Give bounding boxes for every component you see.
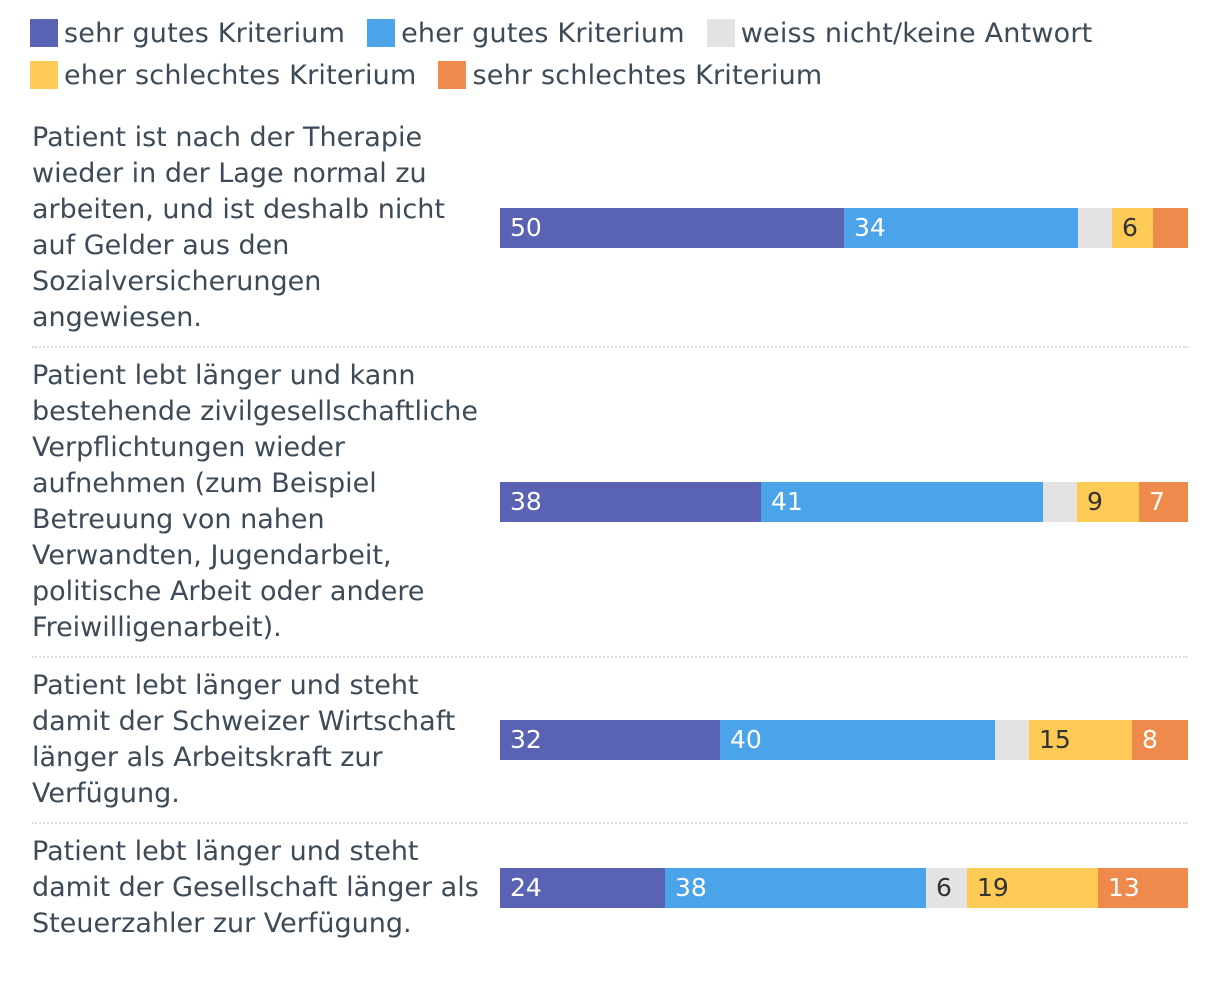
- legend-swatch-sehr-schlecht: [438, 61, 467, 89]
- data-label: 15: [1039, 725, 1071, 754]
- legend-item-weiss-nicht: weiss nicht/keine Antwort: [706, 17, 1093, 49]
- legend-label-eher-gut: eher gutes Kriterium: [401, 17, 685, 49]
- legend-swatch-sehr-gut: [30, 19, 58, 47]
- bar-stack: 32 40 15 8: [500, 720, 1188, 760]
- legend-label-sehr-schlecht: sehr schlechtes Kriterium: [472, 59, 823, 91]
- row-divider: [32, 656, 1188, 658]
- bar-segment: 6: [1112, 208, 1153, 248]
- data-label: 9: [1087, 487, 1103, 516]
- bar-segment: [1043, 482, 1077, 522]
- data-label: 13: [1108, 873, 1140, 902]
- category-label: Patient lebt länger und steht damit der …: [32, 836, 479, 939]
- chart-row: Patient lebt länger und kann bestehende …: [32, 358, 1188, 646]
- data-label: 38: [675, 873, 707, 902]
- bar-stack: 50 34 6: [500, 208, 1188, 248]
- row-divider: [32, 822, 1188, 824]
- legend-label-sehr-gut: sehr gutes Kriterium: [64, 17, 346, 49]
- legend-row-2: eher schlechtes Kriterium sehr schlechte…: [30, 54, 1190, 96]
- bar-segment: 24: [500, 868, 665, 908]
- data-label: 34: [854, 213, 886, 242]
- data-label: 32: [510, 725, 542, 754]
- chart-row: Patient lebt länger und steht damit der …: [32, 834, 1188, 942]
- chart-row: Patient lebt länger und steht damit der …: [32, 668, 1188, 812]
- bar-segment: 41: [761, 482, 1043, 522]
- category-label: Patient ist nach der Therapie wieder in …: [32, 122, 445, 333]
- data-label: 41: [771, 487, 803, 516]
- legend-item-eher-gut: eher gutes Kriterium: [367, 18, 685, 49]
- data-label: 19: [977, 873, 1009, 902]
- data-label: 6: [1122, 213, 1138, 242]
- bar-segment: 38: [500, 482, 761, 522]
- bar-segment: 9: [1077, 482, 1139, 522]
- legend-label-eher-schlecht: eher schlechtes Kriterium: [64, 59, 417, 91]
- bar-segment: 40: [720, 720, 995, 760]
- legend-label-weiss-nicht: weiss nicht/keine Antwort: [740, 17, 1093, 49]
- legend-item-sehr-gut: sehr gutes Kriterium: [30, 18, 345, 49]
- bar-segment: 15: [1029, 720, 1132, 760]
- bar-segment: 7: [1139, 482, 1188, 522]
- legend-swatch-eher-gut: [367, 19, 396, 47]
- category-label: Patient lebt länger und kann bestehende …: [32, 360, 479, 643]
- bar-stack: 24 38 6 19 13: [500, 868, 1188, 908]
- bar-segment: 19: [967, 868, 1098, 908]
- legend: sehr gutes Kriterium eher gutes Kriteriu…: [30, 12, 1190, 96]
- bar-segment: [995, 720, 1029, 760]
- bar-segment: 8: [1132, 720, 1188, 760]
- bar-segment: 32: [500, 720, 720, 760]
- bar-segment: 13: [1098, 868, 1188, 908]
- data-label: 24: [510, 873, 542, 902]
- bar-segment: 6: [926, 868, 967, 908]
- bar-segment: [1153, 208, 1188, 248]
- bar-segment: 38: [665, 868, 926, 908]
- legend-swatch-eher-schlecht: [30, 61, 58, 89]
- chart-row: Patient ist nach der Therapie wieder in …: [32, 120, 1188, 336]
- legend-item-sehr-schlecht: sehr schlechtes Kriterium: [438, 60, 822, 91]
- data-label: 38: [510, 487, 542, 516]
- data-label: 50: [510, 213, 542, 242]
- bar-segment: [1078, 208, 1112, 248]
- legend-swatch-weiss-nicht: [706, 19, 735, 47]
- data-label: 40: [730, 725, 762, 754]
- data-label: 7: [1149, 487, 1165, 516]
- legend-row-1: sehr gutes Kriterium eher gutes Kriteriu…: [30, 12, 1190, 54]
- bar-segment: 50: [500, 208, 844, 248]
- bar-stack: 38 41 9 7: [500, 482, 1188, 522]
- legend-item-eher-schlecht: eher schlechtes Kriterium: [30, 60, 416, 91]
- data-label: 6: [936, 873, 952, 902]
- bar-segment: 34: [844, 208, 1078, 248]
- data-label: 8: [1142, 725, 1158, 754]
- row-divider: [32, 346, 1188, 348]
- category-label: Patient lebt länger und steht damit der …: [32, 670, 456, 809]
